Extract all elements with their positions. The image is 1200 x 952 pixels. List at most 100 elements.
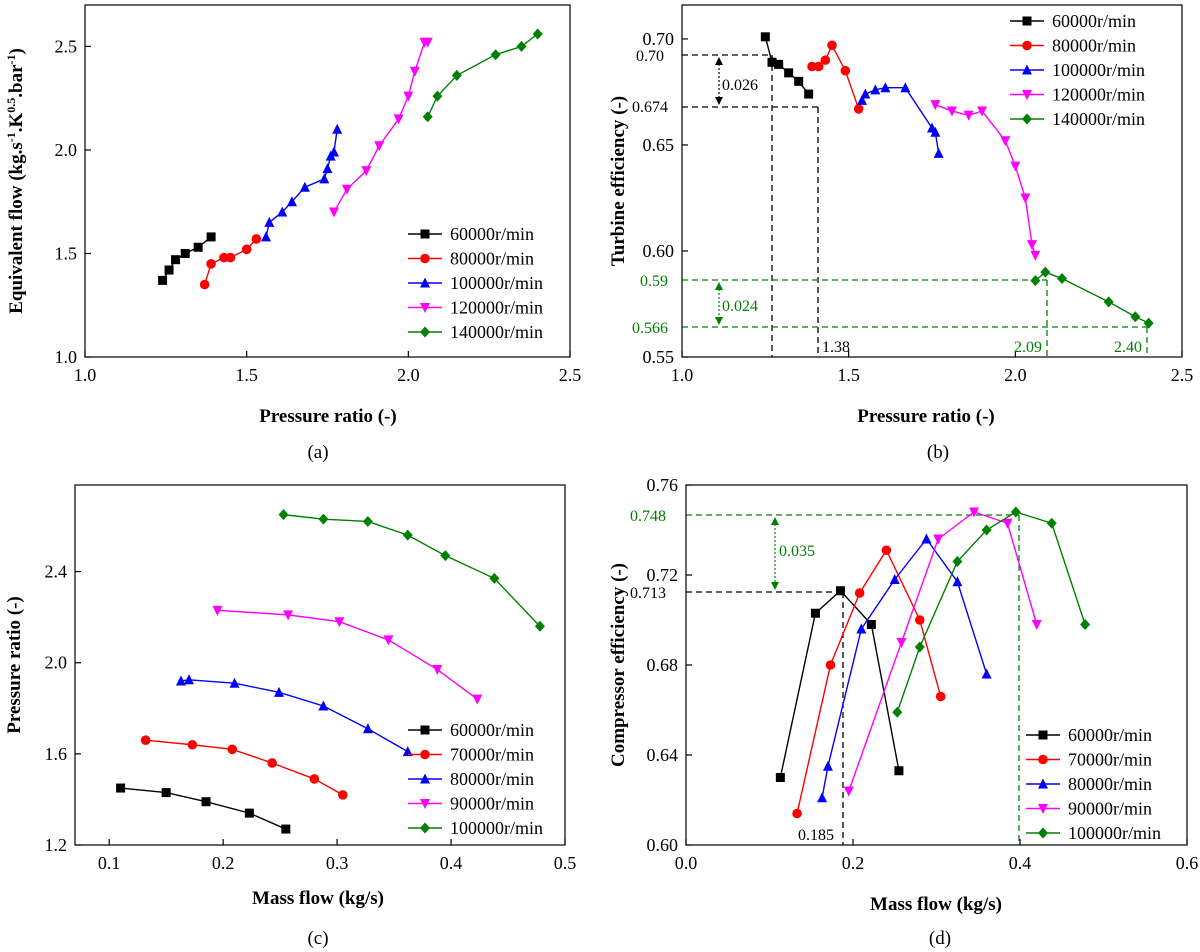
annot-b-green-x2: 2.40 [1114,339,1142,356]
data-point-d-3-3 [969,507,980,518]
data-point-d-3-5 [1031,620,1042,630]
data-point-c-2-1 [183,674,194,685]
data-point-a-1-1 [206,259,216,269]
data-point-a-2-0 [261,231,272,242]
y-tick-label: 0.55 [643,347,675,367]
data-point-d-2-1 [822,760,833,771]
y-tick-label: 1.2 [45,835,68,855]
data-point-b-2-0 [857,94,867,105]
data-point-d-0-0 [775,773,785,782]
y-tick-label: 0.68 [647,655,679,675]
data-point-c-0-4 [281,824,291,834]
data-point-b-1-3 [827,40,837,51]
series-line-d-3 [848,511,1038,792]
data-point-a-2-6 [322,163,333,174]
x-tick-label: 0.0 [675,853,698,873]
data-point-b-3-1 [947,106,957,117]
data-point-d-1-1 [825,660,836,670]
legend-marker [420,749,430,760]
data-point-b-2-4 [900,82,911,93]
data-point-c-3-3 [383,635,394,646]
data-point-b-1-0 [807,61,817,72]
data-point-d-4-3 [981,524,992,536]
data-point-c-2-3 [273,686,284,697]
plot-a-caption: (a) [307,442,328,463]
x-tick-label: 0.1 [98,853,121,873]
plot-b-frame [681,4,1183,358]
data-point-c-2-2 [229,677,240,688]
data-point-a-0-5 [206,232,216,242]
x-tick-label: 1.5 [235,365,258,385]
plot-c-ylabel: Pressure ratio (-) [4,596,25,734]
data-point-d-3-4 [1002,518,1013,529]
data-point-a-2-9 [332,123,343,134]
annot-d-green-y: 0.748 [630,508,666,525]
data-point-a-3-2 [361,166,372,177]
data-point-b-4-5 [1143,317,1154,329]
series-line-c-4 [283,513,541,627]
y-tick-label: 0.72 [647,565,679,585]
data-point-b-2-3 [880,82,891,93]
data-point-c-2-6 [402,746,413,757]
svg-text:Equivalent flow (kg.s-1.K0.5.b: Equivalent flow (kg.s-1.K0.5.bar-1) [4,48,27,314]
data-point-b-1-2 [820,55,831,65]
annot-b-green-x1: 2.09 [1014,339,1042,356]
x-tick-label: 1.0 [74,365,97,385]
data-point-b-3-8 [1030,250,1041,261]
series-line-c-1 [145,739,344,796]
y-tick-label: 0.64 [647,745,679,765]
data-point-d-2-3 [889,574,900,584]
data-point-d-4-5 [1046,517,1057,529]
data-point-b-4-4 [1130,311,1141,323]
data-point-a-2-8 [328,146,339,157]
data-point-a-0-4 [193,242,203,252]
data-point-b-0-0 [760,32,770,42]
data-point-d-2-4 [921,533,932,544]
data-point-a-4-1 [432,90,443,102]
data-point-d-2-6 [981,668,992,679]
plot-b-caption: (b) [927,442,949,463]
data-point-a-0-0 [158,275,168,285]
data-point-b-0-4 [794,76,804,86]
legend-label: 100000r/min [450,273,543,293]
x-tick-label: 0.5 [554,853,577,873]
data-point-c-2-4 [318,700,329,711]
panel-a: 1.0 1.5 2.0 2.5 1.0 1.5 2.0 2.5 Pressure ratio … [4,4,582,463]
data-point-d-2-5 [952,576,963,587]
plot-d-ylabel: Compressor efficiency (-) [608,563,629,767]
data-point-b-4-2 [1057,273,1067,285]
plot-d-caption: (d) [929,928,951,949]
data-point-b-0-1 [767,57,777,67]
series-line-d-2 [821,537,988,798]
legend-label: 60000r/min [450,224,534,244]
legend-label: 60000r/min [450,720,534,740]
y-tick-label: 1.6 [45,744,68,764]
legend-marker [420,725,430,735]
y-tick-label: 2.4 [45,562,68,582]
data-point-a-1-5 [251,234,262,244]
data-point-d-2-0 [817,792,828,803]
data-point-d-4-0 [892,706,903,718]
legend-marker [420,303,430,313]
data-point-a-3-1 [341,184,352,195]
legend-label: 80000r/min [450,249,534,269]
data-point-c-4-6 [534,620,545,632]
legend-marker [1022,113,1032,125]
plot-b-legend: 60000r/min 80000r/min 100000r/min 120000r/m… [1010,11,1145,129]
legend-label: 100000r/min [1052,60,1145,80]
data-point-b-4-1 [1040,266,1051,278]
data-point-d-1-4 [915,615,925,625]
annot-b-black-low: 0.674 [632,99,668,116]
data-point-c-0-3 [244,808,254,818]
data-point-a-3-8 [422,37,433,48]
data-point-b-3-2 [963,110,974,121]
series-line-c-3 [217,609,478,700]
series-line-d-0 [779,589,900,778]
y-tick-label: 0.76 [647,475,679,495]
data-point-d-4-6 [1080,619,1091,630]
data-point-a-2-4 [299,181,310,192]
plot-d-annotations [686,514,1020,845]
annot-d-black-x: 0.185 [798,827,834,844]
data-point-b-1-5 [853,104,864,114]
x-tick-label: 2.5 [559,365,582,385]
